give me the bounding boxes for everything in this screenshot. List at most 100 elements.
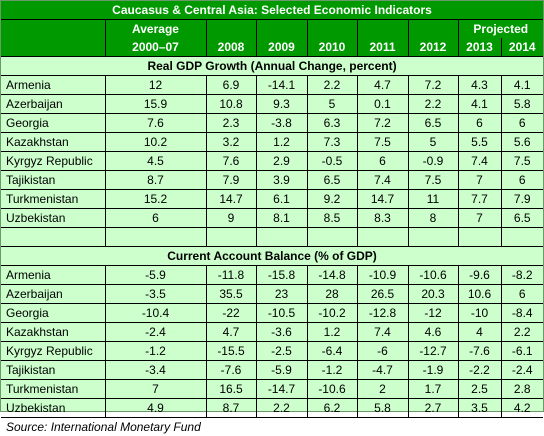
value-cell: 4.6 <box>408 323 458 342</box>
header-row-1: Average Projected <box>1 20 543 39</box>
value-cell: -7.6 <box>206 361 256 380</box>
value-cell: 7 <box>458 171 501 190</box>
value-cell: -3.4 <box>105 361 206 380</box>
cab-section-title: Current Account Balance (% of GDP) <box>1 247 543 266</box>
table-title: Caucasus & Central Asia: Selected Econom… <box>1 1 543 20</box>
value-cell: 6 <box>501 285 543 304</box>
value-cell: 3.2 <box>206 133 256 152</box>
value-cell: 7.5 <box>501 152 543 171</box>
value-cell: 8.7 <box>206 399 256 418</box>
value-cell: 2 <box>357 380 408 399</box>
source-row: Source: International Monetary Fund <box>1 418 543 436</box>
country-label: Georgia <box>1 114 105 133</box>
country-label: Uzbekistan <box>1 399 105 418</box>
value-cell: 15.9 <box>105 95 206 114</box>
cab-section-row: Current Account Balance (% of GDP) <box>1 247 543 266</box>
value-cell: 6.2 <box>307 399 357 418</box>
value-cell: -0.5 <box>307 152 357 171</box>
value-cell: 2.2 <box>408 95 458 114</box>
value-cell: 35.5 <box>206 285 256 304</box>
value-cell: 4.5 <box>105 152 206 171</box>
value-cell: 7.5 <box>357 133 408 152</box>
value-cell: -3.6 <box>256 323 307 342</box>
value-cell: 6 <box>501 171 543 190</box>
value-cell: -0.9 <box>408 152 458 171</box>
value-cell: 7.4 <box>357 171 408 190</box>
value-cell: 6 <box>357 152 408 171</box>
value-cell: -6.4 <box>307 342 357 361</box>
value-cell: 23 <box>256 285 307 304</box>
value-cell: 3.9 <box>256 171 307 190</box>
cab-body: Armenia-5.9-11.8-15.8-14.8-10.9-10.6-9.6… <box>1 266 543 418</box>
value-cell: -12.8 <box>357 304 408 323</box>
value-cell: 6 <box>105 209 206 228</box>
value-cell: 9.3 <box>256 95 307 114</box>
table-row: Georgia-10.4-22-10.5-10.2-12.8-12-10-8.4 <box>1 304 543 323</box>
value-cell: -2.5 <box>256 342 307 361</box>
country-label: Kazakhstan <box>1 133 105 152</box>
value-cell: 5.8 <box>501 95 543 114</box>
value-cell: -2.4 <box>501 361 543 380</box>
country-label: Armenia <box>1 76 105 95</box>
country-label: Kyrgyz Republic <box>1 152 105 171</box>
table-row: Tajikistan-3.4-7.6-5.9-1.2-4.7-1.9-2.2-2… <box>1 361 543 380</box>
value-cell: 7.9 <box>206 171 256 190</box>
gdp-section-row: Real GDP Growth (Annual Change, percent) <box>1 57 543 76</box>
value-cell: 4.2 <box>501 399 543 418</box>
value-cell: 16.5 <box>206 380 256 399</box>
value-cell: 2.2 <box>307 76 357 95</box>
value-cell: 6.3 <box>307 114 357 133</box>
country-label: Kyrgyz Republic <box>1 342 105 361</box>
value-cell: 20.3 <box>408 285 458 304</box>
year-header: 2012 <box>408 38 458 57</box>
year-header: 2013 <box>458 38 501 57</box>
value-cell: 7.7 <box>458 190 501 209</box>
value-cell: 2.5 <box>458 380 501 399</box>
value-cell: -2.2 <box>458 361 501 380</box>
value-cell: 7.5 <box>408 171 458 190</box>
value-cell: -12 <box>408 304 458 323</box>
value-cell: 11 <box>408 190 458 209</box>
value-cell: -15.8 <box>256 266 307 285</box>
country-label: Azerbaijan <box>1 285 105 304</box>
value-cell: 14.7 <box>357 190 408 209</box>
gdp-section-title: Real GDP Growth (Annual Change, percent) <box>1 57 543 76</box>
country-label: Turkmenistan <box>1 380 105 399</box>
value-cell: 4 <box>458 323 501 342</box>
value-cell: 8.3 <box>357 209 408 228</box>
value-cell: -7.6 <box>458 342 501 361</box>
value-cell: 2.9 <box>256 152 307 171</box>
value-cell: 4.7 <box>357 76 408 95</box>
value-cell: 7.2 <box>408 76 458 95</box>
value-cell: 1.7 <box>408 380 458 399</box>
year-header: 2011 <box>357 38 408 57</box>
value-cell: 8.5 <box>307 209 357 228</box>
value-cell: 7.4 <box>357 323 408 342</box>
value-cell: 6 <box>458 114 501 133</box>
value-cell: 9.2 <box>307 190 357 209</box>
value-cell: -10.6 <box>408 266 458 285</box>
country-label: Azerbaijan <box>1 95 105 114</box>
value-cell: 4.9 <box>105 399 206 418</box>
value-cell: -6.1 <box>501 342 543 361</box>
value-cell: 5.6 <box>501 133 543 152</box>
value-cell: -8.4 <box>501 304 543 323</box>
country-label: Armenia <box>1 266 105 285</box>
value-cell: 28 <box>307 285 357 304</box>
value-cell: -10.4 <box>105 304 206 323</box>
country-label: Uzbekistan <box>1 209 105 228</box>
value-cell: 7 <box>458 209 501 228</box>
value-cell: 4.1 <box>501 76 543 95</box>
value-cell: 15.2 <box>105 190 206 209</box>
value-cell: 5.5 <box>458 133 501 152</box>
projected-label: Projected <box>458 20 543 39</box>
value-cell: -2.4 <box>105 323 206 342</box>
